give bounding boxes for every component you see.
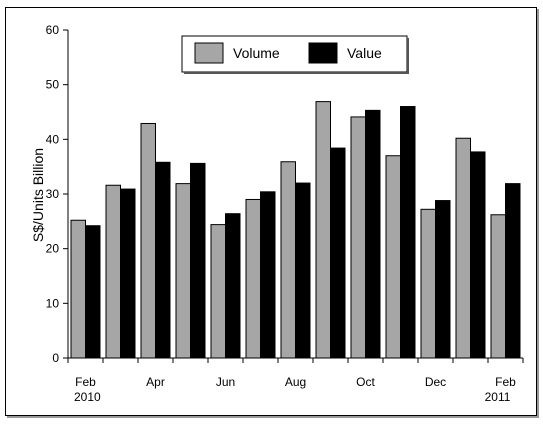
x-tick-label: Feb — [75, 375, 96, 389]
legend-swatch-volume — [194, 42, 224, 64]
bar-volume-3 — [175, 183, 191, 359]
x-tick-label: Dec — [425, 375, 446, 389]
bar-value-4 — [225, 213, 241, 359]
bar-value-7 — [330, 147, 346, 359]
bar-value-3 — [190, 162, 206, 359]
bar-volume-2 — [140, 122, 156, 359]
bar-volume-9 — [385, 155, 401, 359]
bar-value-2 — [155, 161, 171, 359]
legend-swatch-value — [308, 42, 338, 64]
x-year-label: 2010 — [74, 390, 101, 404]
y-axis: 0 10 20 30 40 50 60 — [46, 23, 69, 365]
bar-value-8 — [365, 109, 381, 359]
bar-volume-7 — [315, 101, 331, 359]
bar-volume-11 — [455, 137, 471, 359]
x-tick-label: Apr — [146, 375, 165, 389]
bar-value-1 — [120, 188, 136, 359]
y-tick-label: 20 — [46, 242, 60, 256]
x-tick-label: Jun — [216, 375, 235, 389]
bar-value-0 — [85, 225, 101, 359]
bar-volume-8 — [350, 116, 366, 359]
legend-shadow-right — [407, 38, 409, 74]
y-axis-title: S$/Units Billion — [30, 148, 46, 242]
y-tick-label: 40 — [46, 132, 60, 146]
bar-value-11 — [470, 151, 486, 359]
y-tick-label: 50 — [46, 78, 60, 92]
bar-volume-4 — [210, 224, 226, 359]
bar-volume-6 — [280, 161, 296, 359]
bar-value-12 — [505, 183, 521, 359]
legend-box — [181, 35, 408, 73]
bar-volume-0 — [70, 219, 86, 359]
bar-value-9 — [400, 106, 416, 359]
y-tick-label: 10 — [46, 296, 60, 310]
bar-volume-5 — [245, 198, 261, 359]
y-tick-label: 60 — [46, 23, 60, 37]
y-tick-label: 30 — [46, 187, 60, 201]
bar-volume-1 — [105, 184, 121, 359]
x-axis — [67, 357, 524, 363]
y-tick-label: 0 — [52, 351, 59, 365]
bar-volume-12 — [490, 214, 506, 359]
bar-value-10 — [435, 200, 451, 359]
bar-value-6 — [295, 182, 311, 359]
x-tick-label: Oct — [356, 375, 375, 389]
legend-label-value: Value — [347, 45, 382, 61]
bars — [70, 101, 521, 359]
legend: Volume Value — [181, 35, 409, 74]
bar-volume-10 — [420, 208, 436, 359]
x-tick-label: Feb — [495, 375, 516, 389]
x-year-label: 2011 — [485, 390, 511, 404]
legend-label-volume: Volume — [233, 45, 280, 61]
bar-value-5 — [260, 191, 276, 359]
legend-shadow-bottom — [184, 72, 409, 74]
x-tick-label: Aug — [285, 375, 306, 389]
